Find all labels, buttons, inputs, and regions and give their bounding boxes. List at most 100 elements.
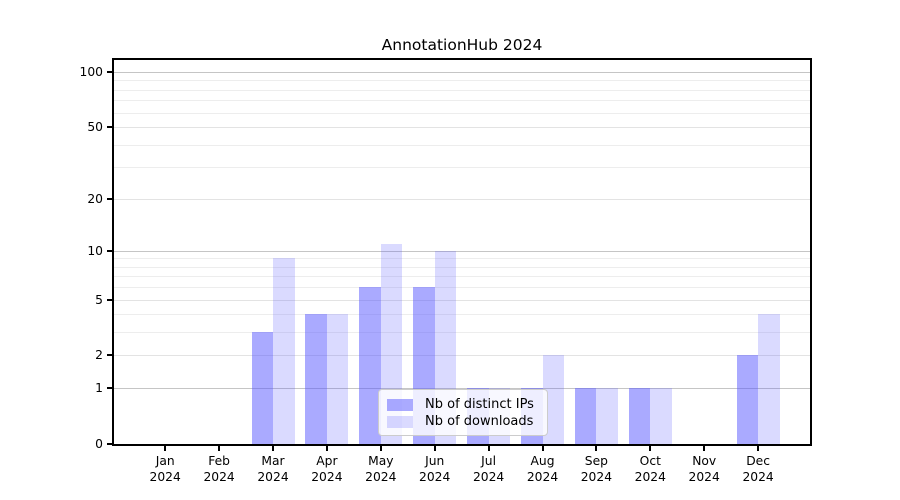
legend-label: Nb of distinct IPs bbox=[425, 397, 534, 412]
gridline bbox=[114, 331, 810, 333]
x-tick-mark bbox=[433, 446, 436, 451]
x-tick-year: 2024 bbox=[472, 470, 505, 484]
bar-distinct-ips bbox=[359, 287, 381, 444]
x-tick-label: Oct 2024 bbox=[618, 453, 682, 485]
x-tick-label: Sep 2024 bbox=[564, 453, 628, 485]
gridline bbox=[114, 275, 810, 277]
x-tick-month: Oct bbox=[639, 454, 661, 468]
gridline bbox=[114, 198, 810, 200]
y-tick-mark bbox=[107, 443, 112, 445]
x-tick-year: 2024 bbox=[688, 470, 720, 484]
gridline bbox=[114, 89, 810, 91]
y-tick-mark bbox=[107, 250, 112, 252]
bar-distinct-ips bbox=[736, 355, 759, 444]
y-tick-label: 2 bbox=[95, 348, 103, 362]
y-tick-mark bbox=[107, 71, 112, 73]
x-tick-mark bbox=[649, 446, 652, 451]
gridline bbox=[114, 250, 810, 252]
x-tick-year: 2024 bbox=[742, 470, 774, 484]
legend-item: Nb of downloads bbox=[387, 414, 539, 429]
gridline bbox=[114, 99, 810, 101]
gridline bbox=[114, 166, 810, 168]
gridline bbox=[114, 387, 810, 389]
x-tick-month: Jan bbox=[155, 454, 175, 468]
bar-distinct-ips bbox=[305, 314, 327, 444]
x-tick-year: 2024 bbox=[580, 470, 613, 484]
y-tick-label: 50 bbox=[87, 120, 103, 134]
x-tick-label: Aug 2024 bbox=[511, 453, 575, 485]
gridline bbox=[114, 71, 810, 73]
x-tick-mark bbox=[703, 446, 706, 451]
y-tick-mark bbox=[107, 387, 112, 389]
x-tick-month: Aug bbox=[530, 454, 555, 468]
x-tick-label: Feb 2024 bbox=[187, 453, 251, 485]
x-tick-year: 2024 bbox=[634, 470, 666, 484]
y-tick-label: 0 bbox=[95, 437, 103, 451]
chart-title: AnnotationHub 2024 bbox=[381, 36, 543, 54]
x-tick-mark bbox=[164, 446, 167, 451]
x-tick-mark bbox=[272, 446, 274, 451]
gridline bbox=[114, 112, 810, 114]
x-tick-mark bbox=[757, 446, 760, 451]
plot-area: Nb of distinct IPs Nb of downloads bbox=[112, 58, 812, 446]
x-tick-month: Mar bbox=[261, 454, 285, 468]
bars-layer bbox=[114, 60, 810, 444]
x-tick-year: 2024 bbox=[149, 470, 181, 484]
gridlines-layer bbox=[114, 60, 810, 444]
x-tick-year: 2024 bbox=[257, 470, 289, 484]
bar-downloads bbox=[758, 314, 780, 444]
x-tick-label: Mar 2024 bbox=[241, 453, 305, 485]
bar-distinct-ips bbox=[251, 332, 273, 444]
x-tick-month: Feb bbox=[208, 454, 230, 468]
gridline bbox=[114, 144, 810, 146]
x-tick-label: Jan 2024 bbox=[133, 453, 197, 485]
bar-downloads bbox=[596, 388, 618, 444]
x-tick-month: May bbox=[368, 454, 394, 468]
x-tick-mark bbox=[218, 446, 221, 451]
x-tick-label: May 2024 bbox=[349, 453, 413, 485]
x-tick-label: Jul 2024 bbox=[457, 453, 521, 485]
x-tick-mark bbox=[325, 446, 328, 451]
x-tick-label: Dec 2024 bbox=[726, 453, 790, 485]
x-tick-mark bbox=[379, 446, 382, 451]
x-tick-mark bbox=[487, 446, 490, 451]
x-tick-year: 2024 bbox=[365, 470, 397, 484]
y-tick-mark bbox=[107, 198, 112, 200]
gridline bbox=[114, 286, 810, 288]
x-tick-year: 2024 bbox=[419, 470, 451, 484]
gridline bbox=[114, 266, 810, 268]
x-tick-label: Jun 2024 bbox=[403, 453, 467, 485]
x-tick-month: Apr bbox=[316, 454, 338, 468]
bar-downloads bbox=[650, 388, 672, 444]
legend-swatch-icon bbox=[387, 398, 413, 411]
gridline bbox=[114, 354, 810, 356]
bar-distinct-ips bbox=[574, 388, 597, 444]
y-tick-mark bbox=[107, 354, 112, 356]
x-tick-month: Dec bbox=[746, 454, 770, 468]
x-tick-month: Sep bbox=[584, 454, 608, 468]
x-tick-mark bbox=[595, 446, 598, 451]
x-tick-mark bbox=[541, 446, 544, 451]
y-tick-mark bbox=[107, 299, 112, 301]
legend: Nb of distinct IPs Nb of downloads bbox=[378, 389, 548, 436]
bar-downloads bbox=[273, 258, 295, 444]
y-tick-label: 20 bbox=[87, 192, 103, 206]
legend-item: Nb of distinct IPs bbox=[387, 397, 539, 412]
legend-label: Nb of downloads bbox=[425, 414, 534, 429]
y-tick-label: 1 bbox=[95, 381, 103, 395]
y-tick-label: 5 bbox=[95, 293, 103, 307]
gridline bbox=[114, 313, 810, 315]
x-tick-month: Nov bbox=[692, 454, 717, 468]
y-tick-label: 10 bbox=[87, 244, 103, 258]
gridline bbox=[114, 126, 810, 128]
x-tick-year: 2024 bbox=[311, 470, 343, 484]
bar-downloads bbox=[326, 314, 349, 444]
bar-distinct-ips bbox=[628, 388, 651, 444]
x-tick-month: Jun bbox=[425, 454, 445, 468]
gridline bbox=[114, 299, 810, 301]
x-tick-label: Apr 2024 bbox=[295, 453, 359, 485]
x-tick-year: 2024 bbox=[203, 470, 235, 484]
x-tick-label: Nov 2024 bbox=[672, 453, 736, 485]
gridline bbox=[114, 79, 810, 81]
